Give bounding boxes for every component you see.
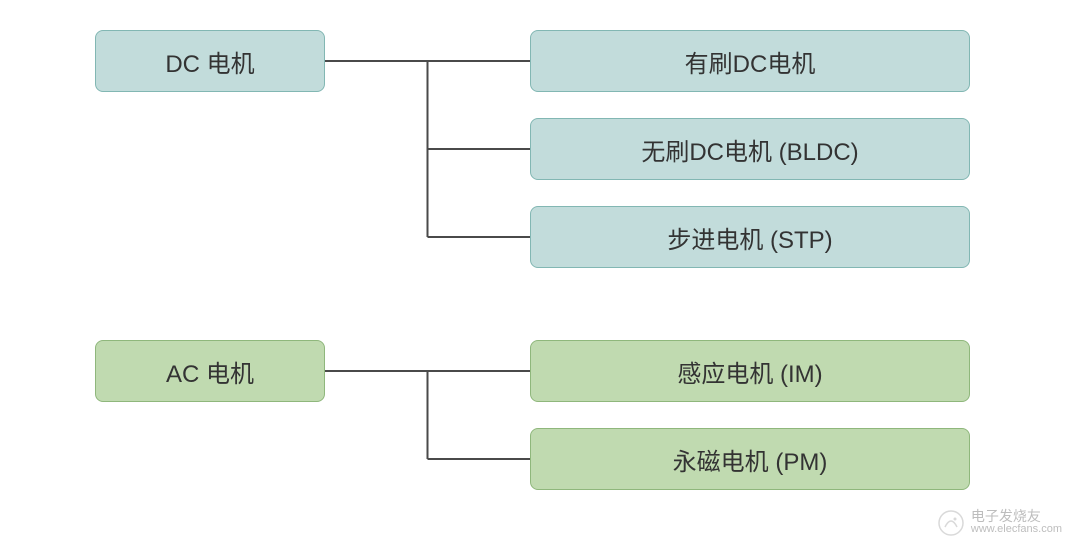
watermark-secondary: www.elecfans.com (971, 523, 1062, 536)
ac-child-node-1: 永磁电机 (PM) (530, 428, 970, 490)
ac-parent-node: AC 电机 (95, 340, 325, 402)
ac-child-node-0: 感应电机 (IM) (530, 340, 970, 402)
watermark-primary: 电子发烧友 (971, 509, 1062, 523)
dc-child-node-0: 有刷DC电机 (530, 30, 970, 92)
dc-child-node-1: 无刷DC电机 (BLDC) (530, 118, 970, 180)
dc-child-node-2: 步进电机 (STP) (530, 206, 970, 268)
dc-parent-node: DC 电机 (95, 30, 325, 92)
watermark: 电子发烧友 www.elecfans.com (937, 509, 1062, 537)
